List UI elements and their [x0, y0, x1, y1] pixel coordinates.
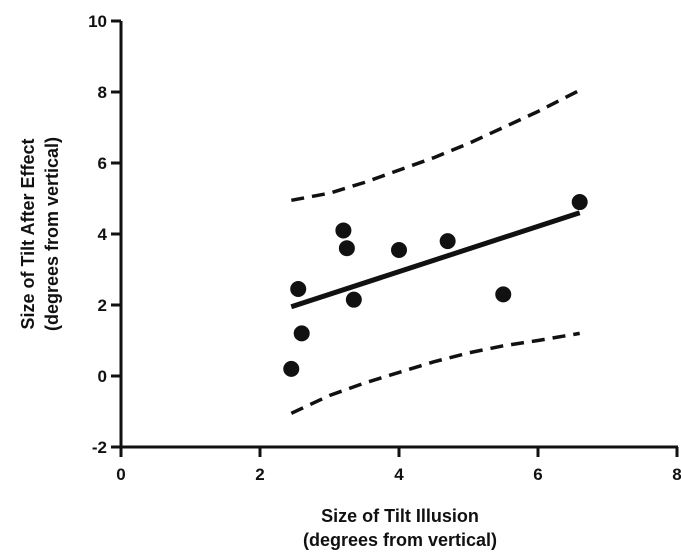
axes [119, 21, 678, 449]
data-point [283, 360, 300, 377]
y-tick-label: 2 [98, 296, 107, 315]
regression-line [290, 210, 581, 310]
confidence-bands [290, 88, 581, 415]
axis-titles: Size of Tilt Illusion (degrees from verti… [18, 137, 497, 550]
y-tick-label: 4 [98, 225, 108, 244]
data-point [391, 241, 407, 258]
y-tick-label: 8 [98, 83, 107, 102]
upper-confidence-band [290, 88, 581, 203]
ticks: -2 0 2 4 6 8 10 0 2 4 6 8 [88, 12, 681, 484]
lower-confidence-band [290, 331, 580, 415]
x-axis-title-line: Size of Tilt Illusion [321, 506, 479, 526]
x-tick-label: 4 [394, 465, 404, 484]
regression-line-group [290, 210, 581, 310]
data-point [338, 240, 355, 257]
data-point [439, 233, 456, 250]
data-point [293, 325, 310, 342]
data-point [335, 222, 352, 239]
x-tick-label: 0 [116, 465, 125, 484]
x-tick-label: 2 [255, 465, 264, 484]
y-tick-label: 10 [88, 12, 107, 31]
x-tick-label: 8 [672, 465, 681, 484]
data-point [571, 194, 588, 211]
data-point [290, 281, 307, 298]
data-points [283, 194, 588, 377]
y-tick-label: 0 [98, 367, 107, 386]
data-point [495, 286, 512, 303]
y-axis-title-line: (degrees from vertical) [42, 137, 62, 331]
y-tick-label: -2 [92, 438, 107, 457]
x-axis-title-line: (degrees from vertical) [303, 530, 497, 550]
y-axis-title-line: Size of Tilt After Effect [18, 138, 38, 329]
y-tick-label: 6 [98, 154, 107, 173]
data-point [345, 291, 362, 308]
x-tick-label: 6 [533, 465, 542, 484]
